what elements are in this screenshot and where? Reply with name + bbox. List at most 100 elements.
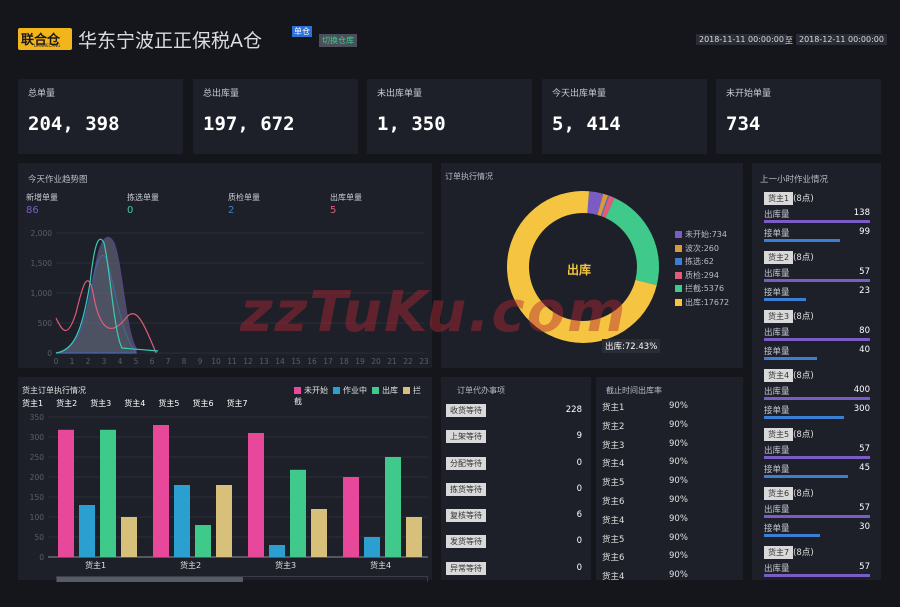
owner-tab[interactable]: 货主5 bbox=[158, 399, 180, 408]
donut-legend-item[interactable]: 拣选:62 bbox=[675, 256, 729, 270]
date-separator: 至 bbox=[785, 36, 793, 45]
bar-y-tick: 350 bbox=[30, 413, 45, 422]
scrollbar-thumb[interactable] bbox=[57, 577, 243, 582]
owner-tab[interactable]: 货主7 bbox=[226, 399, 248, 408]
bar[interactable] bbox=[385, 457, 401, 557]
todo-item[interactable]: 收货等待 228 bbox=[446, 403, 586, 429]
todo-button[interactable]: 异常等待 bbox=[446, 561, 486, 575]
bar[interactable] bbox=[153, 425, 169, 557]
bar[interactable] bbox=[406, 517, 422, 557]
todo-item[interactable]: 拣货等待 0 bbox=[446, 482, 586, 508]
owner-tab[interactable]: 货主2 bbox=[56, 399, 78, 408]
bar[interactable] bbox=[79, 505, 95, 557]
owner-button[interactable]: 货主4 bbox=[764, 369, 794, 382]
bar[interactable] bbox=[311, 509, 327, 557]
bar-legend-item[interactable]: 出库 bbox=[372, 386, 398, 395]
owner-button[interactable]: 货主5 bbox=[764, 428, 794, 441]
date-from[interactable]: 2018-11-11 00:00:00 bbox=[696, 34, 787, 45]
trend-x-tick: 7 bbox=[166, 357, 171, 366]
donut-slice[interactable] bbox=[507, 191, 657, 343]
bar[interactable] bbox=[248, 433, 264, 557]
date-to[interactable]: 2018-12-11 00:00:00 bbox=[796, 34, 887, 45]
todo-button[interactable]: 复核等待 bbox=[446, 509, 486, 523]
donut-legend-item[interactable]: 出库:17672 bbox=[675, 297, 729, 311]
donut-legend-item[interactable]: 波次:260 bbox=[675, 243, 729, 257]
owner-button[interactable]: 货主3 bbox=[764, 310, 794, 323]
donut-hole bbox=[531, 215, 635, 319]
legend-swatch bbox=[403, 387, 410, 394]
trend-x-tick: 8 bbox=[182, 357, 187, 366]
rate-row: 货主4 90% bbox=[602, 570, 732, 580]
trend-stat-pick: 拣选单量 0 bbox=[127, 192, 159, 216]
owner-tab[interactable]: 货主1 bbox=[22, 399, 44, 408]
todo-item[interactable]: 上架等待 9 bbox=[446, 429, 586, 455]
hourly-panel: 上一小时作业情况 货主1 (8点) 出库量 138 接单量 99 货主2 (8点) 出库量 57 接… bbox=[752, 163, 881, 580]
bar-legend-item[interactable]: 未开始 bbox=[294, 386, 328, 395]
bar[interactable] bbox=[216, 485, 232, 557]
owner-button[interactable]: 货主6 bbox=[764, 487, 794, 500]
bar[interactable] bbox=[58, 429, 74, 557]
donut-slice[interactable] bbox=[605, 197, 659, 286]
todo-item[interactable]: 发货等待 0 bbox=[446, 534, 586, 560]
owner-hour: (8点) bbox=[793, 194, 814, 204]
horizontal-scrollbar[interactable] bbox=[56, 576, 428, 582]
donut-slice[interactable] bbox=[601, 195, 615, 218]
trend-x-tick: 11 bbox=[227, 357, 237, 366]
owner-button[interactable]: 货主2 bbox=[764, 251, 794, 264]
legend-swatch bbox=[333, 387, 340, 394]
owner-tab[interactable]: 货主6 bbox=[192, 399, 214, 408]
todo-item[interactable]: 异常等待 0 bbox=[446, 561, 586, 587]
legend-swatch bbox=[294, 387, 301, 394]
todo-item[interactable]: 分配等待 0 bbox=[446, 456, 586, 482]
todo-button[interactable]: 拣货等待 bbox=[446, 482, 486, 496]
todo-button[interactable]: 上架等待 bbox=[446, 430, 486, 444]
todo-item[interactable]: 复核等待 6 bbox=[446, 508, 586, 534]
bar[interactable] bbox=[100, 429, 116, 557]
legend-label: 拦截 bbox=[294, 386, 421, 406]
bar[interactable] bbox=[269, 545, 285, 557]
bar[interactable] bbox=[343, 477, 359, 557]
owner-tab[interactable]: 货主4 bbox=[124, 399, 146, 408]
bar[interactable] bbox=[290, 469, 306, 557]
donut-legend-item[interactable]: 质检:294 bbox=[675, 270, 729, 284]
bar-legend-item[interactable]: 作业中 bbox=[333, 386, 367, 395]
stat-label: 出库单量 bbox=[330, 193, 362, 202]
todo-button[interactable]: 发货等待 bbox=[446, 535, 486, 549]
kpi-value: 734 bbox=[726, 113, 761, 135]
rate-row: 货主6 90% bbox=[602, 551, 732, 570]
bar[interactable] bbox=[121, 517, 137, 557]
out-bar bbox=[764, 279, 870, 282]
donut-legend-item[interactable]: 拦截:5376 bbox=[675, 283, 729, 297]
todo-button[interactable]: 分配等待 bbox=[446, 456, 486, 470]
stat-label: 新增单量 bbox=[26, 193, 58, 202]
switch-warehouse-button[interactable]: 切换仓库 bbox=[319, 34, 357, 47]
owner-hour: (8点) bbox=[793, 371, 814, 381]
bar[interactable] bbox=[174, 485, 190, 557]
rate-value: 90% bbox=[669, 457, 688, 468]
trend-x-tick: 21 bbox=[387, 357, 397, 366]
owner-button[interactable]: 货主7 bbox=[764, 546, 794, 559]
hourly-owner-block: 货主5 (8点) 出库量 57 接单量 45 bbox=[764, 428, 870, 487]
trend-stat-qc: 质检单量 2 bbox=[228, 192, 260, 216]
in-value: 23 bbox=[859, 286, 870, 296]
bar[interactable] bbox=[195, 525, 211, 557]
bar[interactable] bbox=[364, 537, 380, 557]
donut-slice[interactable] bbox=[597, 193, 609, 217]
donut-chart bbox=[507, 191, 659, 343]
owner-tab[interactable]: 货主3 bbox=[90, 399, 112, 408]
rate-owner: 货主6 bbox=[602, 496, 625, 507]
trend-x-tick: 1 bbox=[70, 357, 75, 366]
trend-x-tick: 9 bbox=[198, 357, 203, 366]
trend-x-tick: 19 bbox=[355, 357, 365, 366]
in-value: 300 bbox=[853, 404, 870, 414]
owner-hour: (8点) bbox=[793, 430, 814, 440]
donut-legend-item[interactable]: 未开始:734 bbox=[675, 229, 729, 243]
rate-owner: 货主4 bbox=[602, 572, 625, 580]
bar-legend-item[interactable]: 拦截 bbox=[294, 386, 421, 406]
donut-slice[interactable] bbox=[600, 195, 610, 217]
todo-button[interactable]: 收货等待 bbox=[446, 404, 486, 417]
owner-button[interactable]: 货主1 bbox=[764, 192, 794, 205]
donut-slice[interactable] bbox=[587, 191, 604, 215]
